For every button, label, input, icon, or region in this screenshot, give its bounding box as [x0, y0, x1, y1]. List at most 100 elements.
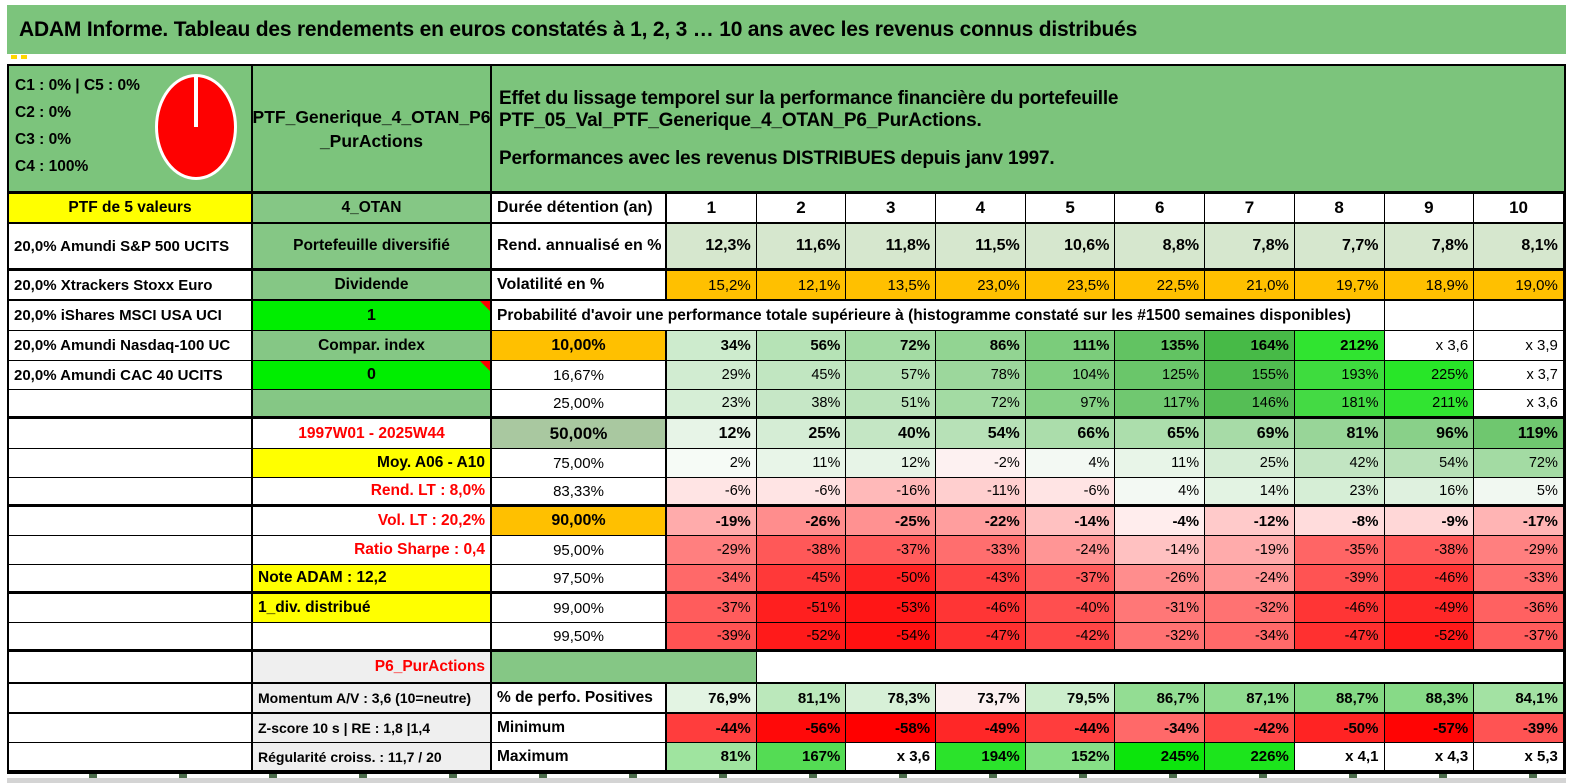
label-cell[interactable]: 83,33% — [492, 478, 667, 504]
value-cell[interactable]: 14% — [1205, 478, 1295, 504]
value-cell[interactable]: 12,3% — [667, 224, 757, 268]
label-cell[interactable]: 99,00% — [492, 594, 667, 622]
value-cell[interactable]: 72% — [1474, 449, 1564, 477]
value-cell[interactable]: -39% — [1474, 714, 1564, 742]
value-cell[interactable]: 15,2% — [667, 271, 757, 299]
label-cell[interactable] — [9, 623, 253, 649]
label-cell[interactable]: % de perfo. Positives — [492, 684, 667, 712]
label-cell[interactable] — [253, 390, 492, 416]
value-cell[interactable]: 11,8% — [846, 224, 937, 268]
value-cell[interactable]: 25% — [1205, 449, 1295, 477]
value-cell[interactable]: 54% — [1384, 449, 1475, 477]
value-cell[interactable]: 88,7% — [1294, 684, 1385, 712]
value-cell[interactable]: 38% — [756, 390, 847, 416]
value-cell[interactable]: -4% — [1115, 507, 1206, 535]
value-cell[interactable]: -6% — [1025, 478, 1116, 504]
value-cell[interactable]: 8,8% — [1115, 224, 1206, 268]
value-cell[interactable]: 66% — [1025, 419, 1116, 448]
value-cell[interactable]: 76,9% — [667, 684, 757, 712]
value-cell[interactable]: 8,1% — [1474, 224, 1564, 268]
value-cell[interactable]: -32% — [1205, 594, 1295, 622]
value-cell[interactable]: -39% — [667, 623, 757, 649]
label-cell[interactable] — [9, 684, 253, 712]
value-cell[interactable]: 65% — [1115, 419, 1206, 448]
value-cell[interactable]: -52% — [756, 623, 847, 649]
value-cell[interactable]: 84,1% — [1474, 684, 1564, 712]
label-cell[interactable]: Momentum A/V : 3,6 (10=neutre) — [253, 684, 492, 712]
value-cell[interactable]: -44% — [1025, 714, 1116, 742]
label-cell[interactable]: Volatilité en % — [492, 271, 667, 299]
value-cell[interactable]: -6% — [756, 478, 847, 504]
value-cell[interactable]: -36% — [1474, 594, 1564, 622]
value-cell[interactable]: 7,8% — [1384, 224, 1475, 268]
value-cell[interactable]: -11% — [936, 478, 1026, 504]
label-cell[interactable]: 97,50% — [492, 565, 667, 591]
value-cell[interactable]: -34% — [667, 565, 757, 591]
label-cell[interactable] — [9, 594, 253, 622]
value-cell[interactable]: 7,8% — [1205, 224, 1295, 268]
label-cell[interactable]: 20,0% Xtrackers Stoxx Euro — [9, 271, 253, 299]
value-cell[interactable]: 13,5% — [846, 271, 937, 299]
class-weights-cell[interactable]: C1 : 0% | C5 : 0% C2 : 0% C3 : 0% C4 : 1… — [9, 66, 253, 191]
value-cell[interactable]: 56% — [756, 331, 847, 360]
value-cell[interactable]: -37% — [846, 536, 937, 564]
value-cell[interactable]: 81% — [1294, 419, 1385, 448]
value-cell[interactable]: -45% — [756, 565, 847, 591]
label-cell[interactable]: 99,50% — [492, 623, 667, 649]
value-cell[interactable]: -12% — [1205, 507, 1295, 535]
value-cell[interactable]: 23% — [667, 390, 757, 416]
value-cell[interactable]: 54% — [936, 419, 1026, 448]
label-cell[interactable]: Ratio Sharpe : 0,4 — [253, 536, 492, 564]
value-cell[interactable]: 34% — [667, 331, 757, 360]
allocation-pie-chart[interactable] — [155, 74, 237, 180]
value-cell[interactable]: -19% — [1205, 536, 1295, 564]
label-cell[interactable]: Moy. A06 - A10 — [253, 449, 492, 477]
value-cell[interactable]: -50% — [1294, 714, 1385, 742]
value-cell[interactable]: 10,6% — [1025, 224, 1116, 268]
label-cell[interactable]: 90,00% — [492, 507, 667, 535]
label-cell[interactable] — [9, 652, 253, 682]
value-cell[interactable]: -44% — [667, 714, 757, 742]
value-cell[interactable]: -37% — [1025, 565, 1116, 591]
sheet-title-cell[interactable]: ADAM Informe. Tableau des rendements en … — [7, 5, 1566, 54]
label-cell[interactable]: Portefeuille diversifié — [253, 224, 492, 268]
description-cell[interactable]: Effet du lissage temporel sur la perform… — [492, 66, 1564, 191]
value-cell[interactable]: 19,7% — [1294, 271, 1385, 299]
value-cell[interactable] — [1474, 301, 1564, 330]
value-cell[interactable]: 25% — [756, 419, 847, 448]
value-cell[interactable]: -57% — [1384, 714, 1475, 742]
value-cell[interactable]: 6 — [1115, 194, 1206, 222]
label-cell[interactable] — [9, 478, 253, 504]
label-cell[interactable]: 0 — [253, 361, 492, 389]
value-cell[interactable]: 7,7% — [1294, 224, 1385, 268]
value-cell[interactable]: 3 — [846, 194, 937, 222]
spacer-cell[interactable] — [492, 652, 757, 682]
label-cell[interactable]: 75,00% — [492, 449, 667, 477]
label-cell[interactable]: Durée détention (an) — [492, 194, 667, 222]
value-cell[interactable]: -51% — [756, 594, 847, 622]
probability-header-cell[interactable]: Probabilité d'avoir une performance tota… — [492, 301, 1385, 330]
value-cell[interactable]: x 3,6 — [1474, 390, 1564, 416]
value-cell[interactable]: -50% — [846, 565, 937, 591]
label-cell[interactable]: Minimum — [492, 714, 667, 742]
value-cell[interactable]: 9 — [1384, 194, 1475, 222]
label-cell[interactable] — [9, 743, 253, 770]
label-cell[interactable]: 95,00% — [492, 536, 667, 564]
label-cell[interactable]: Compar. index — [253, 331, 492, 360]
value-cell[interactable]: -38% — [1384, 536, 1475, 564]
label-cell[interactable]: Dividende — [253, 271, 492, 299]
value-cell[interactable]: 10 — [1474, 194, 1564, 222]
value-cell[interactable]: -47% — [936, 623, 1026, 649]
label-cell[interactable]: 50,00% — [492, 419, 667, 448]
label-cell[interactable]: 1_div. distribué — [253, 594, 492, 622]
value-cell[interactable]: -46% — [936, 594, 1026, 622]
value-cell[interactable]: 146% — [1205, 390, 1295, 416]
value-cell[interactable]: 40% — [846, 419, 937, 448]
value-cell[interactable]: -25% — [846, 507, 937, 535]
value-cell[interactable] — [1384, 301, 1475, 330]
value-cell[interactable]: 225% — [1384, 361, 1475, 389]
value-cell[interactable]: -29% — [667, 536, 757, 564]
value-cell[interactable]: -6% — [667, 478, 757, 504]
label-cell[interactable]: Maximum — [492, 743, 667, 770]
value-cell[interactable]: -46% — [1294, 594, 1385, 622]
